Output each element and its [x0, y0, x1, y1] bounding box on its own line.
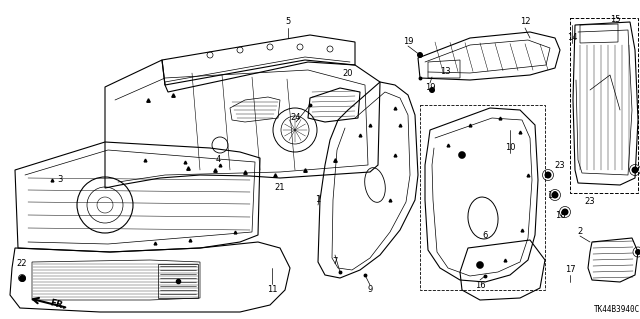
Circle shape	[458, 152, 465, 159]
Text: 23: 23	[585, 197, 595, 206]
Text: 12: 12	[520, 18, 531, 26]
Text: 6: 6	[483, 231, 488, 240]
Text: 18: 18	[547, 190, 557, 199]
Text: 9: 9	[367, 286, 372, 294]
Circle shape	[20, 276, 24, 280]
Text: 17: 17	[564, 265, 575, 275]
Circle shape	[477, 262, 483, 269]
Text: 5: 5	[285, 18, 291, 26]
Text: 20: 20	[343, 69, 353, 78]
Text: 22: 22	[17, 258, 28, 268]
Text: 14: 14	[567, 33, 577, 42]
Text: 3: 3	[58, 175, 63, 184]
Text: 1: 1	[316, 196, 321, 204]
Text: 16: 16	[475, 280, 485, 290]
Circle shape	[417, 52, 423, 58]
Circle shape	[632, 167, 639, 174]
Text: 19: 19	[425, 84, 435, 93]
Circle shape	[635, 249, 640, 255]
Text: 7: 7	[332, 257, 338, 266]
Text: 15: 15	[610, 16, 620, 25]
Text: FR.: FR.	[49, 299, 67, 311]
Bar	[420, 105, 545, 290]
Circle shape	[561, 209, 568, 216]
Text: 18: 18	[555, 211, 565, 219]
Text: 23: 23	[555, 160, 565, 169]
Circle shape	[545, 172, 552, 179]
Text: 24: 24	[291, 114, 301, 122]
Text: 19: 19	[403, 38, 413, 47]
Text: 13: 13	[440, 68, 451, 77]
Circle shape	[429, 87, 435, 93]
Text: 2: 2	[577, 227, 582, 236]
Text: 4: 4	[216, 155, 221, 165]
Text: TK44B3940C: TK44B3940C	[594, 306, 640, 315]
Circle shape	[552, 191, 559, 198]
Text: 11: 11	[267, 286, 277, 294]
Text: 21: 21	[275, 183, 285, 192]
Text: 10: 10	[505, 144, 515, 152]
Bar	[570, 18, 638, 193]
